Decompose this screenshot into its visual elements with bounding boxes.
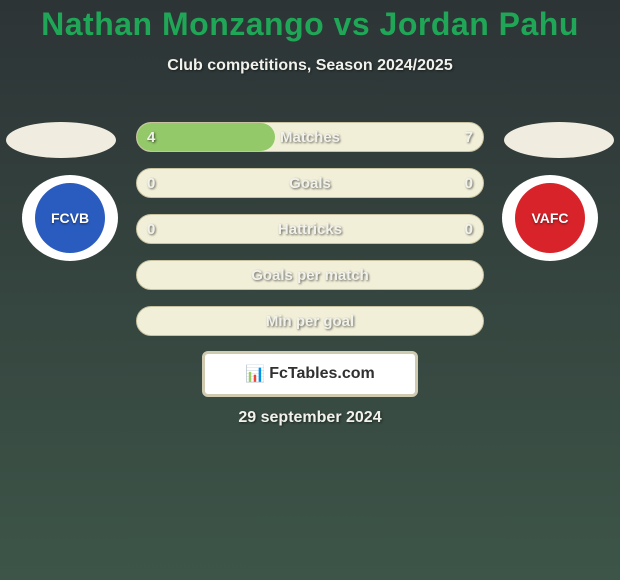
stat-label: Goals per match bbox=[137, 261, 483, 289]
stat-row: Min per goal bbox=[136, 306, 484, 336]
stat-row: Matches47 bbox=[136, 122, 484, 152]
stat-right-value: 0 bbox=[425, 169, 473, 197]
stat-rows: Matches47Goals00Hattricks00Goals per mat… bbox=[136, 122, 484, 352]
stat-left-value: 0 bbox=[147, 169, 195, 197]
stat-left-value: 0 bbox=[147, 215, 195, 243]
comparison-card: Nathan Monzango vs Jordan Pahu Club comp… bbox=[0, 0, 620, 580]
chart-icon: 📊 bbox=[245, 364, 265, 384]
source-logo-text: FcTables.com bbox=[269, 365, 375, 383]
player-left-crest: FCVB bbox=[22, 175, 118, 261]
stat-left-value: 4 bbox=[147, 123, 195, 151]
player-right-crest: VAFC bbox=[502, 175, 598, 261]
stat-row: Goals per match bbox=[136, 260, 484, 290]
stat-right-value: 0 bbox=[425, 215, 473, 243]
page-subtitle: Club competitions, Season 2024/2025 bbox=[0, 57, 620, 75]
source-logo: 📊 FcTables.com bbox=[202, 351, 418, 397]
stat-row: Goals00 bbox=[136, 168, 484, 198]
stat-row: Hattricks00 bbox=[136, 214, 484, 244]
stat-label: Min per goal bbox=[137, 307, 483, 335]
stat-right-value: 7 bbox=[425, 123, 473, 151]
player-left-crest-label: FCVB bbox=[35, 183, 105, 253]
page-title: Nathan Monzango vs Jordan Pahu bbox=[0, 0, 620, 43]
player-right-platform bbox=[504, 122, 614, 158]
player-left-platform bbox=[6, 122, 116, 158]
date-label: 29 september 2024 bbox=[0, 409, 620, 427]
player-right-crest-label: VAFC bbox=[515, 183, 585, 253]
